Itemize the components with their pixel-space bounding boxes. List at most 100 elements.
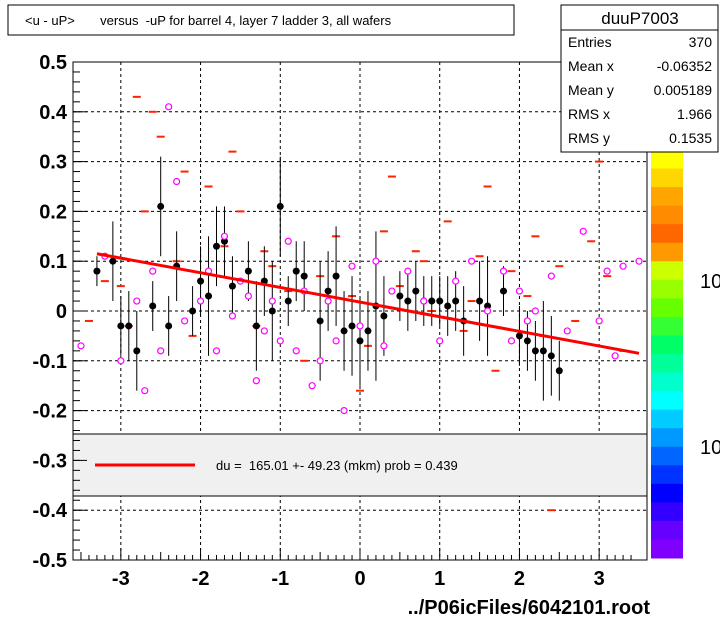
x-tick-label: -1 <box>271 568 289 590</box>
data-point-open <box>635 257 643 265</box>
data-point <box>452 297 460 305</box>
stats-value: 1.966 <box>677 106 712 122</box>
data-point-open <box>260 327 268 335</box>
stats-label: Mean x <box>568 58 614 74</box>
fit-legend-text: du = 165.01 +- 49.23 (mkm) prob = 0.439 <box>216 458 458 473</box>
y-tick-label: 0.3 <box>39 152 67 174</box>
data-point <box>324 287 332 295</box>
data-point <box>476 297 484 305</box>
data-point-open <box>340 407 348 415</box>
data-point-open <box>117 357 125 365</box>
fit-line <box>96 252 640 355</box>
data-point <box>356 337 364 345</box>
data-point <box>244 267 252 275</box>
data-point <box>149 302 157 310</box>
y-tick-label: -0.3 <box>33 450 67 472</box>
data-point-open <box>380 342 388 350</box>
x-tick-label: 0 <box>354 568 365 590</box>
palette-swatch <box>651 242 683 262</box>
stats-value: -0.06352 <box>657 58 712 74</box>
data-point-open <box>547 272 555 280</box>
data-point <box>189 307 197 315</box>
data-point-open <box>292 347 300 355</box>
palette-label-upper: 10 <box>700 271 720 293</box>
data-point <box>292 267 300 275</box>
x-tick-label: 1 <box>434 568 445 590</box>
y-axis: -0.5 -0.4 -0.3 -0.2 -0.1 0 0.1 0.2 0.3 0.4 0.5 <box>33 52 87 572</box>
data-point-open <box>324 297 332 305</box>
data-point-open <box>212 347 221 355</box>
data-point-open <box>268 297 276 305</box>
stats-label: Mean y <box>568 82 614 98</box>
x-axis: -3 -2 -1 0 1 2 3 <box>73 548 647 590</box>
data-point-open <box>483 307 492 315</box>
data-point <box>316 317 324 325</box>
data-point <box>332 272 340 280</box>
data-point <box>276 202 284 210</box>
stats-label: Entries <box>568 34 612 50</box>
y-tick-label: -0.1 <box>33 351 67 373</box>
data-point-open <box>436 337 444 345</box>
data-point-open <box>173 177 181 186</box>
data-point-open <box>579 227 587 235</box>
data-point <box>93 267 101 275</box>
palette-swatch <box>651 354 683 374</box>
chart-title: <u - uP> versus -uP for barrel 4, layer … <box>25 13 392 28</box>
data-point <box>444 302 452 310</box>
x-tick-label: -2 <box>192 568 210 590</box>
palette-swatch <box>651 391 683 411</box>
data-point-open <box>244 292 252 300</box>
data-point <box>157 202 165 210</box>
data-point-open <box>252 377 260 385</box>
data-point <box>340 327 348 335</box>
color-palette <box>651 150 683 559</box>
data-point <box>539 347 547 355</box>
data-point-open <box>133 297 141 305</box>
palette-swatch <box>651 279 683 299</box>
palette-swatch <box>651 446 683 466</box>
data-point <box>165 322 173 330</box>
data-point <box>555 367 563 375</box>
stats-label: RMS y <box>568 130 610 146</box>
data-point <box>252 322 260 330</box>
data-series <box>77 103 643 415</box>
data-point-open <box>220 232 229 240</box>
data-point <box>133 347 141 355</box>
data-point-open <box>181 317 189 325</box>
y-tick-label: -0.5 <box>33 550 67 572</box>
palette-swatch <box>651 539 683 559</box>
data-point-open <box>332 337 340 345</box>
data-point-open <box>276 337 284 345</box>
stats-label: RMS x <box>568 106 610 122</box>
palette-swatch <box>651 261 683 281</box>
data-point-open <box>499 267 508 275</box>
data-point-open <box>228 312 237 320</box>
x-tick-label: 3 <box>594 568 605 590</box>
footer-filename: ../P06icFiles/6042101.root <box>408 597 651 619</box>
data-point <box>547 352 555 360</box>
data-point <box>364 327 372 335</box>
y-tick-label: 0.4 <box>39 102 68 124</box>
data-point <box>284 297 292 305</box>
stats-value: 370 <box>689 34 713 50</box>
data-point <box>228 282 236 290</box>
data-point-open <box>149 267 157 275</box>
y-tick-label: 0.2 <box>39 201 67 223</box>
data-point <box>428 297 436 305</box>
data-point-open <box>196 297 205 305</box>
palette-swatch <box>651 372 683 392</box>
data-point <box>404 297 412 305</box>
data-point <box>396 292 404 300</box>
data-point <box>380 312 388 320</box>
y-tick-label: -0.2 <box>33 401 67 423</box>
data-point-open <box>603 267 611 275</box>
palette-swatch <box>651 502 683 522</box>
data-point <box>117 322 125 330</box>
data-point-open <box>531 307 539 315</box>
palette-swatch <box>651 316 683 336</box>
stats-box: duuP7003 Entries 370 Mean x -0.06352 Mean y 0… <box>560 4 719 153</box>
data-point <box>484 302 492 310</box>
data-point-open <box>284 237 292 245</box>
data-point-open <box>420 297 428 305</box>
